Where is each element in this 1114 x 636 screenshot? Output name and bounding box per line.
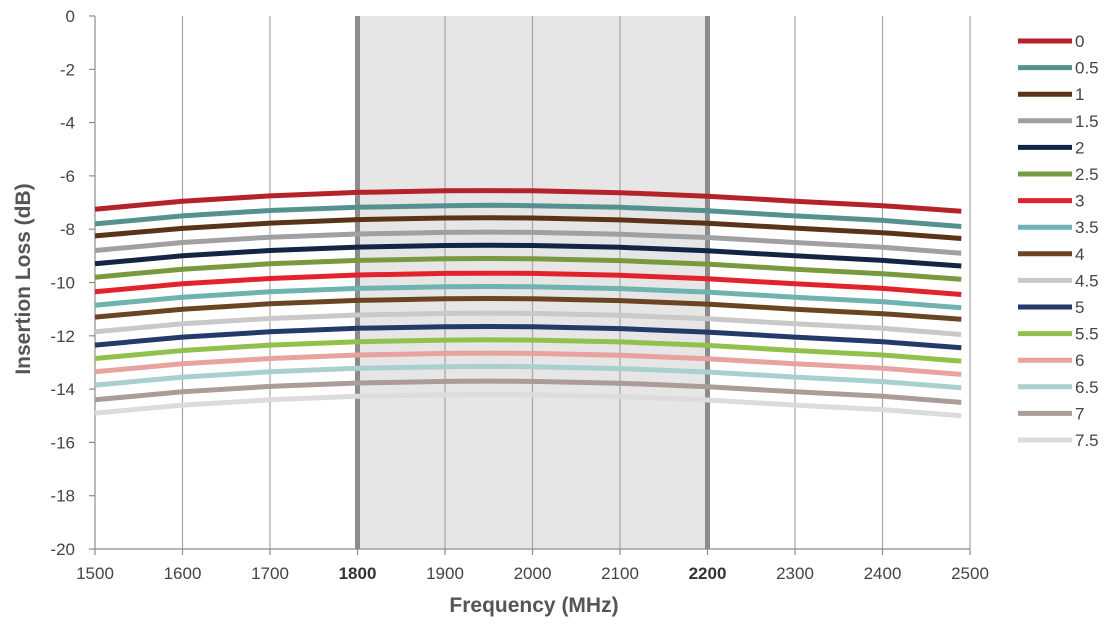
series-line xyxy=(94,391,962,419)
y-tick-label: -20 xyxy=(50,540,75,559)
x-tick-label: 1800 xyxy=(339,564,377,583)
series-line xyxy=(94,363,962,391)
series-line xyxy=(94,324,962,351)
series-line xyxy=(94,378,962,405)
y-tick-label: -8 xyxy=(60,220,75,239)
y-tick-label: -18 xyxy=(50,487,75,506)
y-tick-label: -4 xyxy=(60,114,75,133)
legend-label: 2 xyxy=(1075,138,1084,157)
y-tick-label: -16 xyxy=(50,433,75,452)
legend-label: 3.5 xyxy=(1075,218,1099,237)
series-line xyxy=(94,350,962,377)
series-line xyxy=(94,215,962,241)
legend-label: 6.5 xyxy=(1075,378,1099,397)
legend-label: 5.5 xyxy=(1075,325,1099,344)
y-tick-label: -10 xyxy=(50,274,75,293)
series-line xyxy=(94,229,962,256)
x-tick-label: 1700 xyxy=(251,564,289,583)
series-line xyxy=(94,202,962,229)
x-tick-label: 1900 xyxy=(426,564,464,583)
series-line xyxy=(94,188,962,214)
legend-label: 4 xyxy=(1075,245,1084,264)
y-tick-label: -14 xyxy=(50,380,75,399)
legend-label: 1 xyxy=(1075,85,1084,104)
legend-label: 3 xyxy=(1075,192,1084,211)
legend-label: 0.5 xyxy=(1075,59,1099,78)
series-line xyxy=(94,256,962,282)
x-tick-label: 2100 xyxy=(601,564,639,583)
series-line xyxy=(94,310,962,337)
x-tick-label: 2400 xyxy=(864,564,902,583)
legend-label: 1.5 xyxy=(1075,112,1099,131)
y-tick-label: -6 xyxy=(60,167,75,186)
x-tick-label: 2000 xyxy=(514,564,552,583)
legend-label: 0 xyxy=(1075,32,1084,51)
y-tick-label: 0 xyxy=(66,7,75,26)
series-lines xyxy=(94,188,962,419)
series-line xyxy=(94,296,962,322)
legend-label: 6 xyxy=(1075,351,1084,370)
legend-label: 2.5 xyxy=(1075,165,1099,184)
y-tick-label: -12 xyxy=(50,327,75,346)
legend-label: 5 xyxy=(1075,298,1084,317)
series-line xyxy=(94,270,962,297)
x-tick-label: 2500 xyxy=(951,564,989,583)
gridlines xyxy=(181,16,971,549)
legend-label: 7.5 xyxy=(1075,431,1099,450)
x-tick-label: 1600 xyxy=(164,564,202,583)
legend-label: 7 xyxy=(1075,404,1084,423)
series-line xyxy=(94,242,962,269)
legend-label: 4.5 xyxy=(1075,271,1099,290)
x-axis-title: Frequency (MHz) xyxy=(449,594,618,617)
x-tick-label: 2300 xyxy=(776,564,814,583)
y-tick-label: -2 xyxy=(60,60,75,79)
legend: 0 0.5 1 1.5 2 2.5 3 3.5 4 4.5 5 5.5 6 6.5 7 7.5 xyxy=(1018,32,1099,450)
series-line xyxy=(94,284,962,311)
x-tick-label: 2200 xyxy=(689,564,727,583)
y-axis-title: Insertion Loss (dB) xyxy=(12,183,35,374)
x-tick-label: 1500 xyxy=(76,564,114,583)
series-line xyxy=(94,337,962,364)
